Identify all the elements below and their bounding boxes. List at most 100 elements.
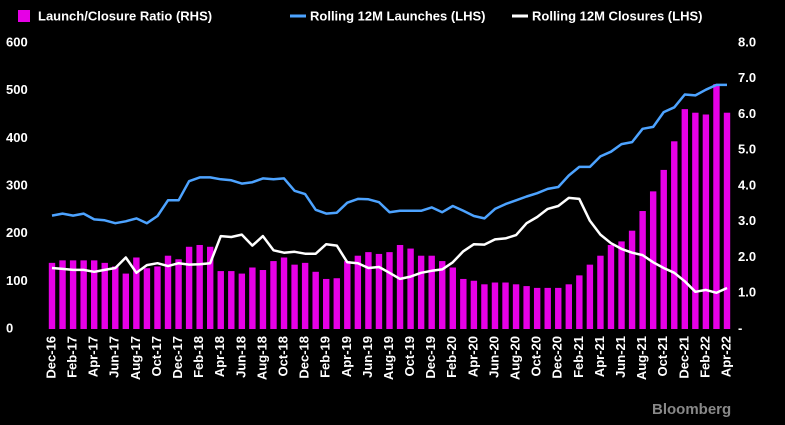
legend-swatch xyxy=(18,10,30,22)
x-tick-label: Feb-18 xyxy=(191,336,206,378)
bar xyxy=(586,264,594,329)
x-tick-label: Oct-21 xyxy=(655,336,670,376)
x-tick-label: Jun-18 xyxy=(233,336,248,378)
bar xyxy=(291,264,298,329)
x-tick-label: Apr-18 xyxy=(212,336,227,377)
bar xyxy=(597,255,604,329)
bar xyxy=(555,287,562,329)
x-tick-label: Apr-20 xyxy=(465,336,480,377)
bar xyxy=(639,211,646,329)
bar xyxy=(512,284,520,329)
bar xyxy=(175,259,182,329)
bar xyxy=(333,278,340,329)
bar xyxy=(723,112,731,330)
bar xyxy=(301,262,309,329)
bar xyxy=(544,287,551,329)
bar xyxy=(681,109,689,329)
bar xyxy=(217,271,224,329)
legend-text: Launch/Closure Ratio (RHS) xyxy=(38,8,212,23)
bar xyxy=(533,287,541,329)
y-tick-label: 0 xyxy=(6,320,13,335)
x-tick-label: Dec-19 xyxy=(423,336,438,379)
x-tick-label: Oct-20 xyxy=(529,336,544,376)
bar xyxy=(491,282,499,329)
x-tick-label: Aug-18 xyxy=(254,336,269,380)
bar xyxy=(565,284,572,329)
x-tick-label: Aug-17 xyxy=(128,336,143,380)
y-tick-label: 300 xyxy=(6,177,28,192)
y2-tick-label: 7.0 xyxy=(738,70,756,85)
bar xyxy=(270,261,277,329)
bar xyxy=(439,261,446,329)
y-tick-label: 100 xyxy=(6,273,28,288)
legend-text: Rolling 12M Closures (LHS) xyxy=(532,8,702,23)
bar xyxy=(354,255,362,329)
x-tick-label: Feb-17 xyxy=(65,336,80,378)
y-tick-label: 500 xyxy=(6,82,28,97)
x-tick-label: Feb-20 xyxy=(444,336,459,378)
bar xyxy=(396,244,404,329)
line xyxy=(51,196,728,295)
x-tick-label: Oct-17 xyxy=(149,336,164,376)
x-tick-label: Jun-17 xyxy=(107,336,122,378)
bar xyxy=(523,286,530,329)
bar xyxy=(122,273,130,329)
bar xyxy=(112,266,119,329)
bar xyxy=(228,271,235,329)
bar xyxy=(344,261,351,329)
bar xyxy=(417,255,425,329)
bar xyxy=(249,267,256,329)
bar xyxy=(185,246,193,329)
x-tick-label: Aug-21 xyxy=(634,336,649,380)
bar xyxy=(449,267,456,329)
bar xyxy=(470,280,478,329)
bar xyxy=(48,262,56,329)
bar xyxy=(280,257,288,329)
x-tick-label: Aug-19 xyxy=(381,336,396,380)
x-tick-label: Apr-17 xyxy=(86,336,101,377)
y-tick-label: 400 xyxy=(6,130,28,145)
bar xyxy=(207,246,214,329)
bar xyxy=(259,270,267,329)
x-tick-label: Dec-21 xyxy=(676,336,691,379)
x-tick-label: Jun-21 xyxy=(613,336,628,378)
bar xyxy=(386,252,393,329)
y2-tick-label: 8.0 xyxy=(738,34,756,49)
bar xyxy=(90,260,98,329)
bar xyxy=(59,260,66,329)
y2-tick-label: 4.0 xyxy=(738,177,756,192)
bar xyxy=(481,284,488,329)
bar xyxy=(576,275,583,329)
bar xyxy=(713,84,720,329)
x-tick-label: Apr-19 xyxy=(339,336,354,377)
x-tick-label: Oct-18 xyxy=(275,336,290,376)
bar xyxy=(375,253,383,329)
x-tick-label: Dec-16 xyxy=(43,336,58,379)
bar xyxy=(407,248,414,329)
x-tick-label: Jun-20 xyxy=(486,336,501,378)
bar xyxy=(702,114,710,329)
bar xyxy=(238,273,246,329)
x-tick-label: Dec-17 xyxy=(170,336,185,379)
x-tick-label: Apr-22 xyxy=(718,336,733,377)
y-tick-label: 600 xyxy=(6,34,28,49)
legend-text: Rolling 12M Launches (LHS) xyxy=(310,8,486,23)
x-tick-label: Feb-19 xyxy=(318,336,333,378)
x-tick-label: Feb-21 xyxy=(571,336,586,378)
bar xyxy=(312,271,319,329)
y2-tick-label: 5.0 xyxy=(738,142,756,157)
bar xyxy=(164,255,172,329)
bar xyxy=(428,255,435,329)
y2-tick-label: 2.0 xyxy=(738,249,756,264)
bar xyxy=(628,230,636,329)
y2-tick-label: 3.0 xyxy=(738,213,756,228)
y2-tick-label: 1.0 xyxy=(738,285,756,300)
bar xyxy=(660,169,667,329)
x-tick-label: Feb-22 xyxy=(697,336,712,378)
x-tick-label: Dec-20 xyxy=(550,336,565,379)
bar xyxy=(69,260,77,329)
source: Bloomberg xyxy=(652,401,731,418)
x-tick-label: Aug-20 xyxy=(508,336,523,380)
bar xyxy=(649,191,657,329)
